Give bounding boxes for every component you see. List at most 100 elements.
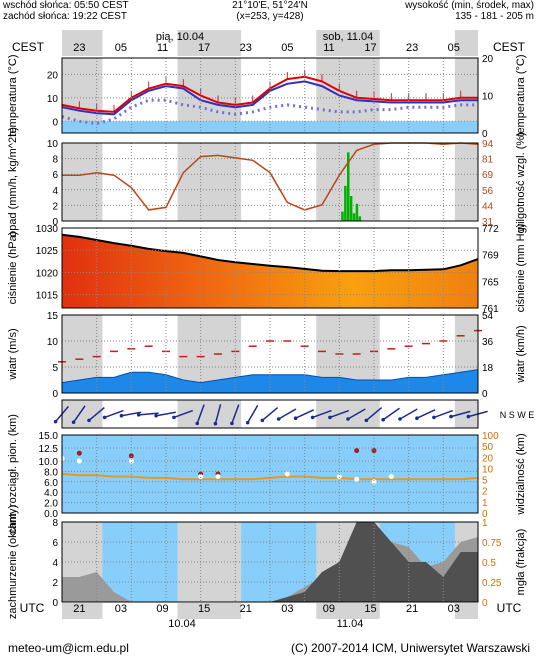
visibility-y-right-tick-label: 2 <box>482 487 488 498</box>
sunset-text: zachód słońca: 19:22 CEST <box>3 11 127 22</box>
wind-direction-arrowhead <box>415 416 419 421</box>
visibility-y-right-tick-label: 20 <box>482 453 494 464</box>
bottom-axis-night-band <box>177 603 242 619</box>
wind-direction-arrowhead <box>136 413 141 417</box>
wind-direction-arrowhead <box>466 414 471 419</box>
wind-direction-arrow <box>173 409 193 419</box>
visibility-y-tick-label: 12.5 <box>39 444 59 455</box>
precipitation-y-axis-label: opad (mm/h, kg/m^2h) <box>7 127 19 237</box>
clouds-y-right-tick-label: 0.75 <box>482 538 502 549</box>
top-axis-hour-label: 23 <box>73 42 85 54</box>
pressure-y-right-tick-label: 761 <box>482 304 499 315</box>
wind-direction-arrowhead <box>154 413 158 418</box>
precipitation-y-tick-label: 4 <box>52 186 58 197</box>
wind-direction-arrowhead <box>119 413 124 418</box>
wind-direction-arrow <box>156 411 176 417</box>
wind-direction-arrow <box>214 404 222 424</box>
visibility-y-tick-label: 10.0 <box>39 457 59 468</box>
wind-direction-arrow <box>278 408 297 420</box>
pressure-y-right-tick-label: 772 <box>482 224 499 235</box>
top-axis-night-band <box>316 30 380 56</box>
wind-direction-arrow <box>416 409 436 419</box>
precipitation-bar <box>352 213 356 221</box>
wind-direction-arrowhead <box>102 415 107 420</box>
visibility-frame <box>61 434 479 514</box>
wind-y-right-tick-label: 36 <box>482 337 494 348</box>
top-axis-night-band <box>62 30 103 56</box>
wind-y-axis-label-right: wiatr (km/h) <box>515 325 527 383</box>
cloud-low-point <box>284 471 290 477</box>
pressure-area <box>62 234 478 308</box>
wind-direction-arrowhead <box>195 421 200 426</box>
wind-direction-arrowhead <box>172 415 176 420</box>
temperature-frame <box>61 57 479 134</box>
footer-email[interactable]: meteo-um@icm.edu.pl <box>8 641 129 655</box>
wind-y-tick-label: 5 <box>52 363 58 374</box>
temperature-dewpoint-series <box>61 98 478 126</box>
visibility-y-right-tick-label: 100 <box>482 431 499 442</box>
elevation-label: wysokość (min, środek, max) <box>405 0 534 11</box>
precipitation-frame <box>61 142 479 222</box>
clouds-y-tick-label: 2 <box>52 578 58 589</box>
precipitation-y-right-tick-label: 69 <box>482 170 494 181</box>
clouds-y-tick-label: 8 <box>52 518 58 529</box>
wind-direction-arrow <box>138 412 159 416</box>
pressure-y-right-tick-label: 765 <box>482 277 499 288</box>
wind-direction-arrowhead <box>87 418 91 423</box>
wind-direction-arrow <box>450 410 471 418</box>
temperature-y-axis-label-right: temperatura (°C) <box>515 54 527 136</box>
precipitation-y-right-tick-label: 94 <box>482 139 494 150</box>
precipitation-bar <box>347 152 350 221</box>
wind-y-tick-label: 0 <box>52 389 58 400</box>
bottom-axis-night-band <box>62 603 103 619</box>
wind-direction-arrowhead <box>449 414 453 419</box>
wind-panel <box>58 314 482 394</box>
temperature-night-band <box>316 58 380 133</box>
visibility-y-right-tick-label: 5 <box>482 476 488 487</box>
top-axis-hour-label: 05 <box>448 42 460 54</box>
cloud-height-point <box>128 453 134 459</box>
visibility-y-right-tick-label: 1 <box>482 498 488 509</box>
top-axis-night-band <box>454 30 478 56</box>
wind_direction-night-band <box>316 400 380 428</box>
elevation-info: wysokość (min, środek, max) 135 - 181 - … <box>405 0 534 22</box>
wind-direction-arrow <box>433 409 453 419</box>
cloud-low-point <box>371 479 377 485</box>
visibility-y-tick-label: 0.0 <box>44 509 58 520</box>
pressure-y-axis-label-right: ciśnienie (mm Hg) <box>515 224 527 313</box>
bottom-axis-timezone-right: UTC <box>497 601 522 615</box>
precipitation-bar <box>355 203 359 221</box>
cloud-height-point <box>76 450 82 456</box>
visibility-y-tick-label: 15.0 <box>39 431 59 442</box>
wind-frame <box>61 314 479 394</box>
location-info: 21°10'E, 51°24'N (x=253, y=428) <box>0 0 540 22</box>
clouds-y-right-tick-label: 0 <box>482 598 488 609</box>
bottom-axis-hour-label: 21 <box>406 603 418 615</box>
temperature-night-band <box>177 58 242 133</box>
temperature-y-right-tick-label: 0 <box>482 129 488 140</box>
top-axis-day-label: pią, 10.04 <box>156 31 204 43</box>
top-axis-timezone-left: CEST <box>12 40 45 54</box>
top-axis-hour-label: 05 <box>281 42 293 54</box>
top-axis-hour-label: 17 <box>364 42 376 54</box>
wind-y-right-tick-label: 0 <box>482 389 488 400</box>
precipitation-night-band <box>177 143 242 221</box>
bottom-axis-date-label: 10.04 <box>168 618 196 630</box>
wind-direction-arrow <box>382 407 400 421</box>
wind-y-tick-label: 10 <box>47 337 59 348</box>
wind-direction-arrow <box>121 411 142 417</box>
wind-direction-arrowhead <box>310 415 315 420</box>
bottom-axis-hour-label: 21 <box>73 603 85 615</box>
precipitation-y-tick-label: 0 <box>52 217 58 228</box>
wind-direction-arrowhead <box>381 417 385 422</box>
precipitation-y-tick-label: 10 <box>47 139 59 150</box>
sunrise-sunset-info: wschód słońca: 05:50 CEST zachód słońca:… <box>3 0 129 22</box>
bottom-axis-hour-label: 03 <box>281 603 293 615</box>
pressure-y-axis-label: ciśnienie (hPa) <box>7 232 19 305</box>
wind-direction-arrowhead <box>293 416 298 421</box>
bottom-axis-hour-label: 03 <box>448 603 460 615</box>
top-axis-day-label: sob, 11.04 <box>323 31 374 43</box>
visibility-y-tick-label: 8.0 <box>44 467 58 478</box>
precipitation-bar <box>349 196 353 221</box>
